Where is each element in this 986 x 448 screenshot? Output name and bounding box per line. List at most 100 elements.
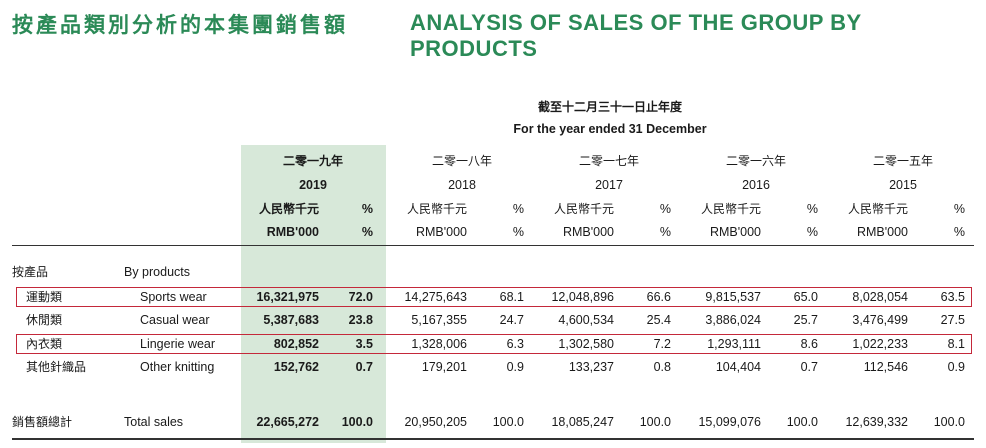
total-underline (12, 438, 974, 440)
amount-cell: 8,028,054 (852, 290, 908, 304)
amount-unit-zh: 人民幣千元 (847, 202, 908, 216)
percent-cell: 0.9 (947, 360, 965, 374)
row-label-en: Casual wear (140, 313, 210, 327)
percent-cell: 65.0 (793, 290, 818, 304)
period-chinese: 截至十二月三十一日止年度 (537, 100, 682, 114)
amount-cell: 4,600,534 (558, 313, 614, 327)
title-chinese: 按產品類別分析的本集團銷售額 (12, 13, 348, 37)
period-english: For the year ended 31 December (513, 122, 707, 136)
amount-unit-en: RMB'000 (266, 225, 319, 239)
percent-cell: 0.8 (653, 360, 671, 374)
year-zh-label: 二零一八年 (431, 154, 492, 168)
total-percent-cell: 100.0 (933, 415, 965, 429)
total-amount-cell: 18,085,247 (551, 415, 614, 429)
header-rule (12, 245, 974, 246)
percent-cell: 7.2 (653, 337, 671, 351)
percent-cell: 68.1 (499, 290, 524, 304)
amount-unit-zh: 人民幣千元 (258, 202, 319, 216)
amount-cell: 1,302,580 (558, 337, 614, 351)
amount-unit-en: RMB'000 (709, 225, 761, 239)
total-percent-cell: 100.0 (341, 415, 373, 429)
row-label-zh: 其他針織品 (26, 360, 87, 374)
percent-cell: 24.7 (499, 313, 524, 327)
year-en-label: 2018 (448, 178, 476, 192)
percent-unit-zh: % (659, 202, 671, 216)
row-label-zh: 運動類 (26, 290, 63, 304)
sports-wear-highlight-box (16, 287, 972, 307)
amount-cell: 112,546 (863, 360, 908, 374)
amount-unit-zh: 人民幣千元 (406, 202, 467, 216)
year-en-label: 2016 (742, 178, 770, 192)
percent-unit-zh: % (512, 202, 524, 216)
percent-cell: 66.6 (646, 290, 671, 304)
amount-unit-en: RMB'000 (415, 225, 467, 239)
total-amount-cell: 20,950,205 (404, 415, 467, 429)
total-amount-cell: 12,639,332 (845, 415, 908, 429)
total-amount-cell: 15,099,076 (698, 415, 761, 429)
year-en-label: 2017 (595, 178, 623, 192)
row-label-en: Sports wear (140, 290, 207, 304)
percent-cell: 0.7 (355, 360, 373, 374)
percent-cell: 27.5 (940, 313, 965, 327)
amount-unit-en: RMB'000 (856, 225, 908, 239)
percent-unit-zh: % (361, 202, 373, 216)
amount-unit-zh: 人民幣千元 (700, 202, 761, 216)
amount-cell: 802,852 (273, 337, 319, 351)
amount-cell: 179,201 (421, 360, 467, 374)
lingerie-wear-highlight-box (16, 334, 972, 354)
percent-cell: 0.9 (506, 360, 524, 374)
title-english: ANALYSIS OF SALES OF THE GROUP BY PRODUC… (410, 10, 862, 61)
percent-unit-en: % (512, 225, 524, 239)
amount-cell: 12,048,896 (551, 290, 614, 304)
row-label-zh: 內衣類 (26, 337, 63, 351)
percent-unit-en: % (806, 225, 818, 239)
year-zh-label: 二零一九年 (282, 154, 343, 168)
year-zh-label: 二零一五年 (872, 154, 933, 168)
amount-cell: 152,762 (273, 360, 319, 374)
amount-cell: 1,328,006 (411, 337, 467, 351)
percent-cell: 23.8 (348, 313, 373, 327)
amount-unit-zh: 人民幣千元 (553, 202, 614, 216)
amount-cell: 104,404 (715, 360, 761, 374)
amount-cell: 14,275,643 (404, 290, 467, 304)
amount-cell: 16,321,975 (256, 290, 319, 304)
percent-unit-zh: % (953, 202, 965, 216)
percent-cell: 25.4 (646, 313, 671, 327)
year-zh-label: 二零一七年 (578, 154, 639, 168)
year-en-label: 2019 (299, 178, 327, 192)
percent-unit-en: % (659, 225, 671, 239)
row-label-zh: 休閒類 (26, 313, 63, 327)
year-en-label: 2015 (889, 178, 917, 192)
percent-cell: 0.7 (800, 360, 818, 374)
percent-cell: 63.5 (940, 290, 965, 304)
row-label-en: Lingerie wear (140, 337, 216, 351)
amount-cell: 3,476,499 (852, 313, 908, 327)
amount-unit-en: RMB'000 (562, 225, 614, 239)
percent-unit-en: % (953, 225, 965, 239)
percent-unit-zh: % (806, 202, 818, 216)
year-2019-highlight (241, 145, 386, 443)
amount-cell: 1,022,233 (852, 337, 908, 351)
amount-cell: 5,167,355 (411, 313, 467, 327)
total-label-en: Total sales (124, 415, 184, 429)
row-label-en: Other knitting (140, 360, 215, 374)
section-label-zh: 按產品 (12, 265, 49, 279)
total-percent-cell: 100.0 (492, 415, 524, 429)
percent-cell: 3.5 (355, 337, 373, 351)
year-zh-label: 二零一六年 (725, 154, 786, 168)
percent-cell: 8.6 (800, 337, 818, 351)
amount-cell: 9,815,537 (705, 290, 761, 304)
percent-cell: 6.3 (506, 337, 524, 351)
amount-cell: 1,293,111 (707, 337, 761, 351)
amount-cell: 3,886,024 (705, 313, 761, 327)
amount-cell: 133,237 (568, 360, 614, 374)
percent-cell: 72.0 (348, 290, 373, 304)
percent-unit-en: % (361, 225, 373, 239)
percent-cell: 8.1 (947, 337, 965, 351)
percent-cell: 25.7 (793, 313, 818, 327)
section-label-en: By products (124, 265, 191, 279)
total-percent-cell: 100.0 (639, 415, 671, 429)
total-percent-cell: 100.0 (786, 415, 818, 429)
amount-cell: 5,387,683 (263, 313, 319, 327)
total-amount-cell: 22,665,272 (256, 415, 319, 429)
